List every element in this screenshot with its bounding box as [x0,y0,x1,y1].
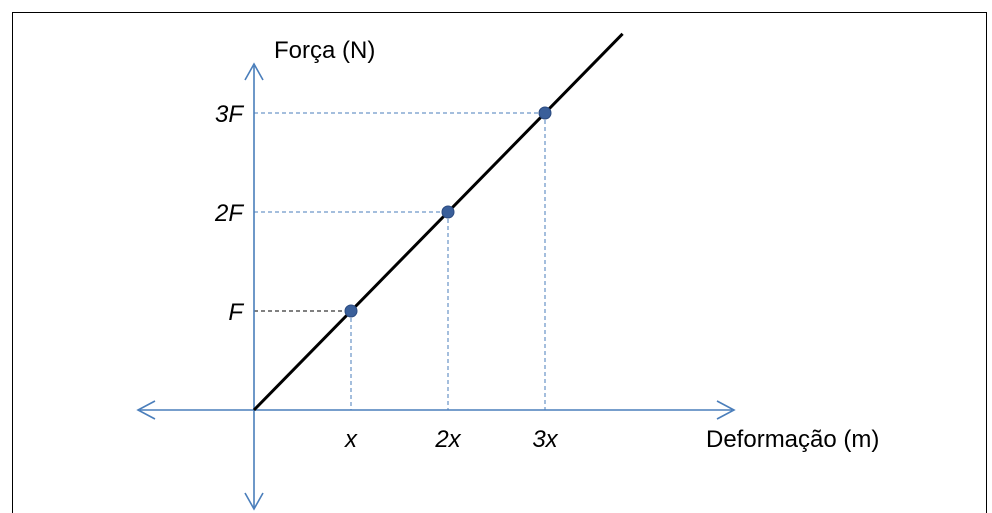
data-point-3 [538,106,552,120]
x-axis-right-arrow [716,400,736,420]
y-tick-label-2: 2F [214,200,244,227]
x-axis [136,400,736,420]
data-point-2 [441,205,455,219]
chart-frame [12,12,987,513]
x-axis-label: Deformação (m) [706,426,879,453]
data-points [344,106,552,318]
series-line [252,32,624,412]
y-axis-top-arrow [244,62,264,81]
data-point-1 [344,304,358,318]
y-tick-label-1: F [228,299,244,326]
x-tick-label-1: x [344,426,358,453]
guide-lines [254,112,546,410]
y-axis-bottom-arrow [244,492,264,511]
y-axis [244,62,264,511]
series-group [252,32,624,412]
x-tick-labels: x 2x 3x [344,426,559,453]
y-tick-label-3: 3F [215,101,244,128]
y-axis-label: Força (N) [274,37,375,64]
y-tick-labels: F 2F 3F [214,101,244,326]
x-tick-label-2: 2x [434,426,461,453]
x-axis-left-arrow [136,400,156,420]
x-tick-label-3: 3x [532,426,558,453]
